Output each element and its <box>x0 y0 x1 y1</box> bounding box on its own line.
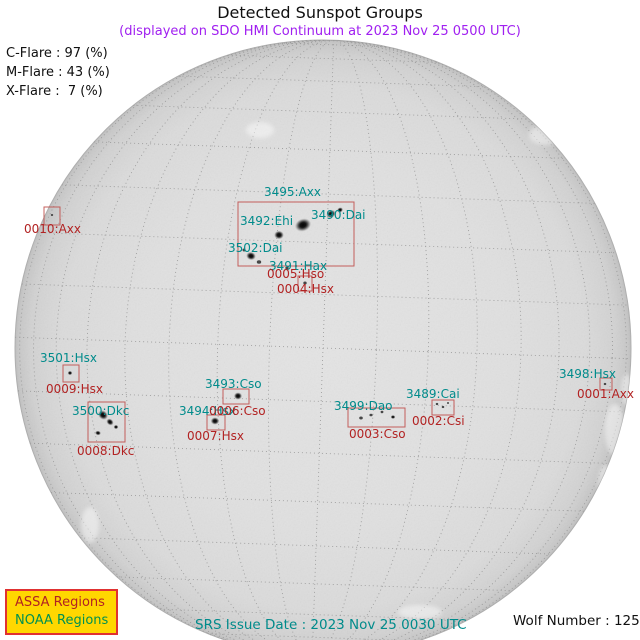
region-box <box>206 414 226 431</box>
sunspot <box>359 416 363 420</box>
region-box <box>43 206 61 226</box>
noaa-region-label: 3499:Dao <box>334 399 393 413</box>
sunspot <box>113 424 119 430</box>
sunspot <box>233 392 243 400</box>
sunspot <box>67 370 73 376</box>
flare-line: X-Flare : 7 (%) <box>6 84 103 99</box>
srs-issue-date: SRS Issue Date : 2023 Nov 25 0030 UTC <box>195 617 467 633</box>
sunspot <box>106 418 114 426</box>
page-title: Detected Sunspot Groups <box>217 3 423 22</box>
sunspot <box>294 218 312 232</box>
sunspot <box>242 248 246 252</box>
region-boxes-layer <box>43 201 613 443</box>
assa-region-label: 0006:Cso <box>209 404 266 418</box>
assa-region-label: 0003:Cso <box>349 427 406 441</box>
sunspot <box>95 430 101 436</box>
sunspot <box>97 410 109 420</box>
assa-region-label: 0005:Hso <box>267 267 325 281</box>
sunspot <box>380 410 384 414</box>
noaa-region-label: 3489:Cai <box>406 387 460 401</box>
assa-region-label: 0008:Dkc <box>77 444 135 458</box>
sunspot <box>274 230 284 240</box>
sunspot <box>50 214 54 216</box>
region-box <box>297 275 313 292</box>
assa-region-label: 0002:Csi <box>412 414 465 428</box>
flare-probability-block: C-Flare : 97 (%) M-Flare : 43 (%) X-Flare … <box>6 44 110 101</box>
noaa-region-label: 3502:Dai <box>228 241 283 255</box>
sunspot <box>285 266 289 270</box>
page-subtitle: (displayed on SDO HMI Continuum at 2023 … <box>119 24 521 39</box>
sunspot <box>326 209 336 219</box>
sunspot <box>369 413 373 417</box>
region-box <box>599 377 613 391</box>
sunspot <box>246 251 256 261</box>
flare-line: C-Flare : 97 (%) <box>6 46 108 61</box>
noaa-region-label: 3490:Dai <box>311 208 366 222</box>
noaa-region-label: 3491:Hax <box>269 259 328 273</box>
assa-region-label: 0009:Hsx <box>46 382 103 396</box>
noaa-region-label: 3495:Axx <box>264 185 321 199</box>
noaa-region-label: 3494:Hsx <box>179 404 236 418</box>
legend-noaa-label: NOAA Regions <box>15 613 109 628</box>
sunspot <box>447 402 449 404</box>
noaa-region-label: 3492:Ehi <box>240 214 294 228</box>
sunspot <box>435 402 439 406</box>
noaa-region-label: 3500:Dkc <box>72 404 130 418</box>
sunspot <box>603 382 607 386</box>
assa-region-label: 0004:Hsx <box>277 282 334 296</box>
wolf-number: Wolf Number : 125 <box>513 613 640 629</box>
sunspot <box>336 207 344 213</box>
flare-line: M-Flare : 43 (%) <box>6 65 110 80</box>
sunspot <box>441 405 445 409</box>
region-box <box>222 388 250 405</box>
assa-region-label: 0001:Axx <box>577 387 634 401</box>
sunspot <box>256 260 262 264</box>
region-box <box>237 201 355 267</box>
region-box <box>62 364 80 383</box>
heliographic-grid <box>15 39 631 640</box>
noaa-region-label: 3493:Cso <box>205 377 262 391</box>
region-box <box>431 399 455 416</box>
sunspots-layer <box>50 207 607 436</box>
sunspot <box>210 417 220 425</box>
legend-box: ASSA Regions NOAA Regions <box>5 589 119 635</box>
noaa-region-label: 3501:Hsx <box>40 351 97 365</box>
sunspot <box>390 415 396 419</box>
noaa-region-label: 3498:Hsx <box>559 367 616 381</box>
legend-assa-label: ASSA Regions <box>15 595 105 610</box>
sunspot <box>303 281 307 285</box>
assa-region-label: 0010:Axx <box>24 222 81 236</box>
region-box <box>347 407 406 428</box>
region-box <box>87 401 126 443</box>
assa-region-label: 0007:Hsx <box>187 429 244 443</box>
